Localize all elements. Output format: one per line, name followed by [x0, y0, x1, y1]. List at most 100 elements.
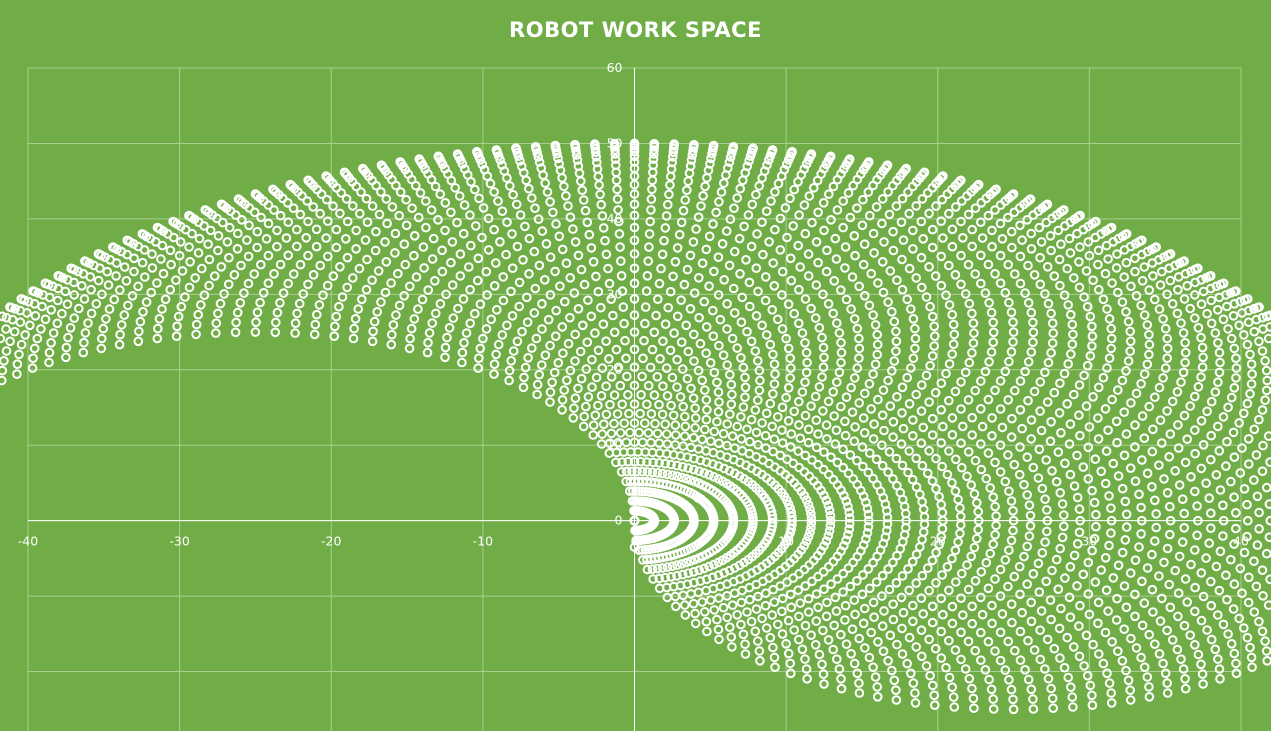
data-point	[906, 668, 916, 679]
data-point	[33, 288, 44, 298]
data-point	[508, 189, 518, 200]
data-point	[153, 323, 163, 334]
data-point	[786, 275, 797, 286]
data-point	[927, 413, 938, 424]
data-point	[171, 275, 181, 286]
data-point	[693, 444, 704, 454]
data-point	[426, 174, 437, 185]
data-point	[371, 226, 381, 237]
data-point	[348, 273, 358, 283]
data-point	[769, 434, 780, 445]
data-point	[782, 159, 792, 170]
data-point	[1265, 574, 1271, 585]
data-point	[475, 343, 486, 354]
data-point	[729, 203, 739, 213]
data-point	[405, 281, 415, 292]
data-point	[770, 369, 780, 379]
data-point	[968, 338, 979, 348]
data-point	[491, 349, 501, 360]
data-point	[547, 377, 557, 388]
data-point	[921, 370, 932, 381]
data-point	[1069, 642, 1079, 652]
data-point	[1210, 328, 1221, 338]
data-point	[411, 272, 422, 282]
data-point	[729, 308, 740, 318]
data-point	[775, 213, 786, 224]
data-point	[916, 406, 927, 416]
data-point	[700, 424, 710, 435]
data-point	[844, 507, 855, 518]
data-point	[953, 537, 963, 547]
data-point	[761, 272, 771, 282]
data-point	[1180, 574, 1191, 584]
data-point	[1053, 447, 1064, 457]
data-point	[423, 285, 434, 295]
data-point	[1186, 559, 1196, 570]
data-point	[625, 486, 635, 497]
data-point	[964, 298, 975, 309]
data-point	[5, 336, 15, 347]
data-point	[832, 574, 843, 584]
data-point	[904, 263, 915, 274]
data-point	[1082, 360, 1093, 371]
data-point	[1104, 540, 1114, 551]
data-point	[794, 420, 804, 430]
data-point	[672, 460, 682, 471]
data-point	[1196, 568, 1207, 578]
data-point	[860, 643, 870, 653]
data-point	[506, 356, 517, 366]
data-point	[930, 643, 941, 654]
data-point	[1257, 466, 1268, 477]
data-point	[797, 328, 808, 338]
data-point	[263, 278, 274, 289]
data-point	[783, 383, 794, 393]
data-point	[1078, 462, 1089, 472]
data-point	[785, 442, 796, 452]
data-point	[976, 567, 987, 577]
data-point	[963, 209, 974, 220]
data-point	[1162, 678, 1172, 688]
data-point	[60, 286, 71, 297]
data-point	[497, 330, 508, 340]
data-point	[738, 362, 749, 373]
data-point	[683, 568, 694, 579]
data-point	[590, 147, 601, 157]
data-point	[722, 612, 733, 623]
data-point	[1144, 401, 1154, 412]
data-point	[256, 259, 266, 270]
data-point	[672, 560, 682, 570]
data-point	[911, 201, 922, 211]
data-point	[647, 344, 658, 355]
data-point	[1130, 555, 1141, 566]
data-point	[1165, 515, 1176, 526]
data-point	[717, 239, 728, 249]
data-point	[48, 328, 59, 338]
data-point	[270, 327, 281, 338]
data-point	[917, 651, 927, 662]
data-point	[897, 649, 908, 659]
data-point	[596, 302, 606, 313]
data-point	[807, 217, 817, 228]
data-point	[785, 589, 796, 600]
data-point	[193, 309, 203, 320]
data-point	[514, 301, 525, 312]
data-point	[708, 305, 718, 316]
data-point	[826, 452, 836, 463]
data-point	[903, 564, 913, 574]
data-point	[1226, 476, 1236, 487]
data-point	[846, 649, 856, 659]
data-point	[818, 464, 829, 475]
data-point	[283, 217, 294, 227]
data-point	[642, 457, 652, 467]
data-point	[908, 600, 918, 611]
data-point	[1023, 298, 1034, 308]
data-point	[995, 655, 1006, 666]
data-point	[757, 418, 767, 428]
data-point	[638, 353, 648, 364]
data-point	[1121, 307, 1131, 317]
data-point	[910, 333, 921, 344]
data-point	[844, 513, 855, 523]
data-point	[984, 357, 994, 367]
data-point	[1046, 348, 1056, 358]
data-point	[114, 339, 125, 350]
